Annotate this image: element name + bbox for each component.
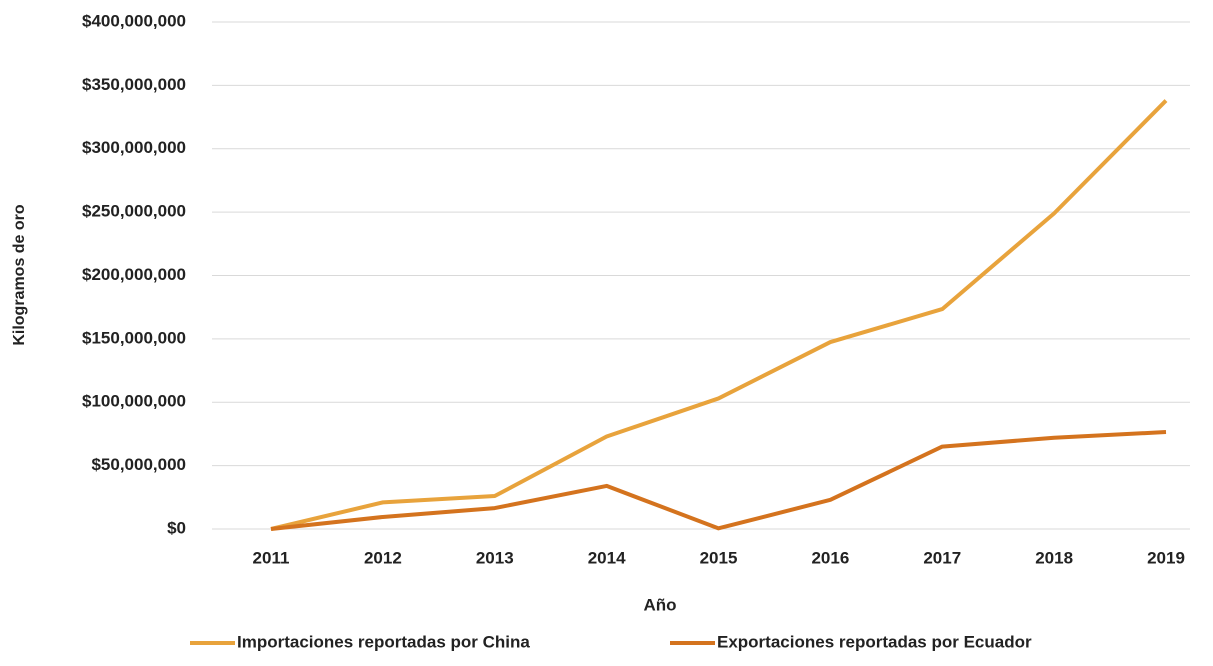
y-tick-label: $300,000,000 xyxy=(82,138,186,157)
x-axis-label: Año xyxy=(643,595,676,614)
series-line xyxy=(270,430,1167,531)
legend-label: Importaciones reportadas por China xyxy=(237,632,530,651)
x-tick-label: 2019 xyxy=(1147,548,1185,567)
x-tick-label: 2014 xyxy=(588,548,626,567)
y-tick-label: $350,000,000 xyxy=(82,75,186,94)
y-tick-label: $200,000,000 xyxy=(82,265,186,284)
x-tick-label: 2018 xyxy=(1035,548,1073,567)
x-tick-label: 2013 xyxy=(476,548,514,567)
y-tick-label: $400,000,000 xyxy=(82,11,186,30)
x-tick-label: 2017 xyxy=(923,548,961,567)
y-tick-label: $50,000,000 xyxy=(91,455,186,474)
y-axis-label: Kilogramos de oro xyxy=(11,204,28,346)
x-tick-label: 2011 xyxy=(253,548,290,567)
y-tick-label: $150,000,000 xyxy=(82,328,186,347)
series-line xyxy=(270,99,1168,531)
y-tick-label: $250,000,000 xyxy=(82,202,186,221)
y-tick-label: $0 xyxy=(167,518,186,537)
x-tick-label: 2015 xyxy=(700,548,738,567)
x-tick-label: 2016 xyxy=(811,548,849,567)
y-tick-label: $100,000,000 xyxy=(82,392,186,411)
x-tick-label: 2012 xyxy=(364,548,402,567)
legend-label: Exportaciones reportadas por Ecuador xyxy=(717,632,1032,651)
